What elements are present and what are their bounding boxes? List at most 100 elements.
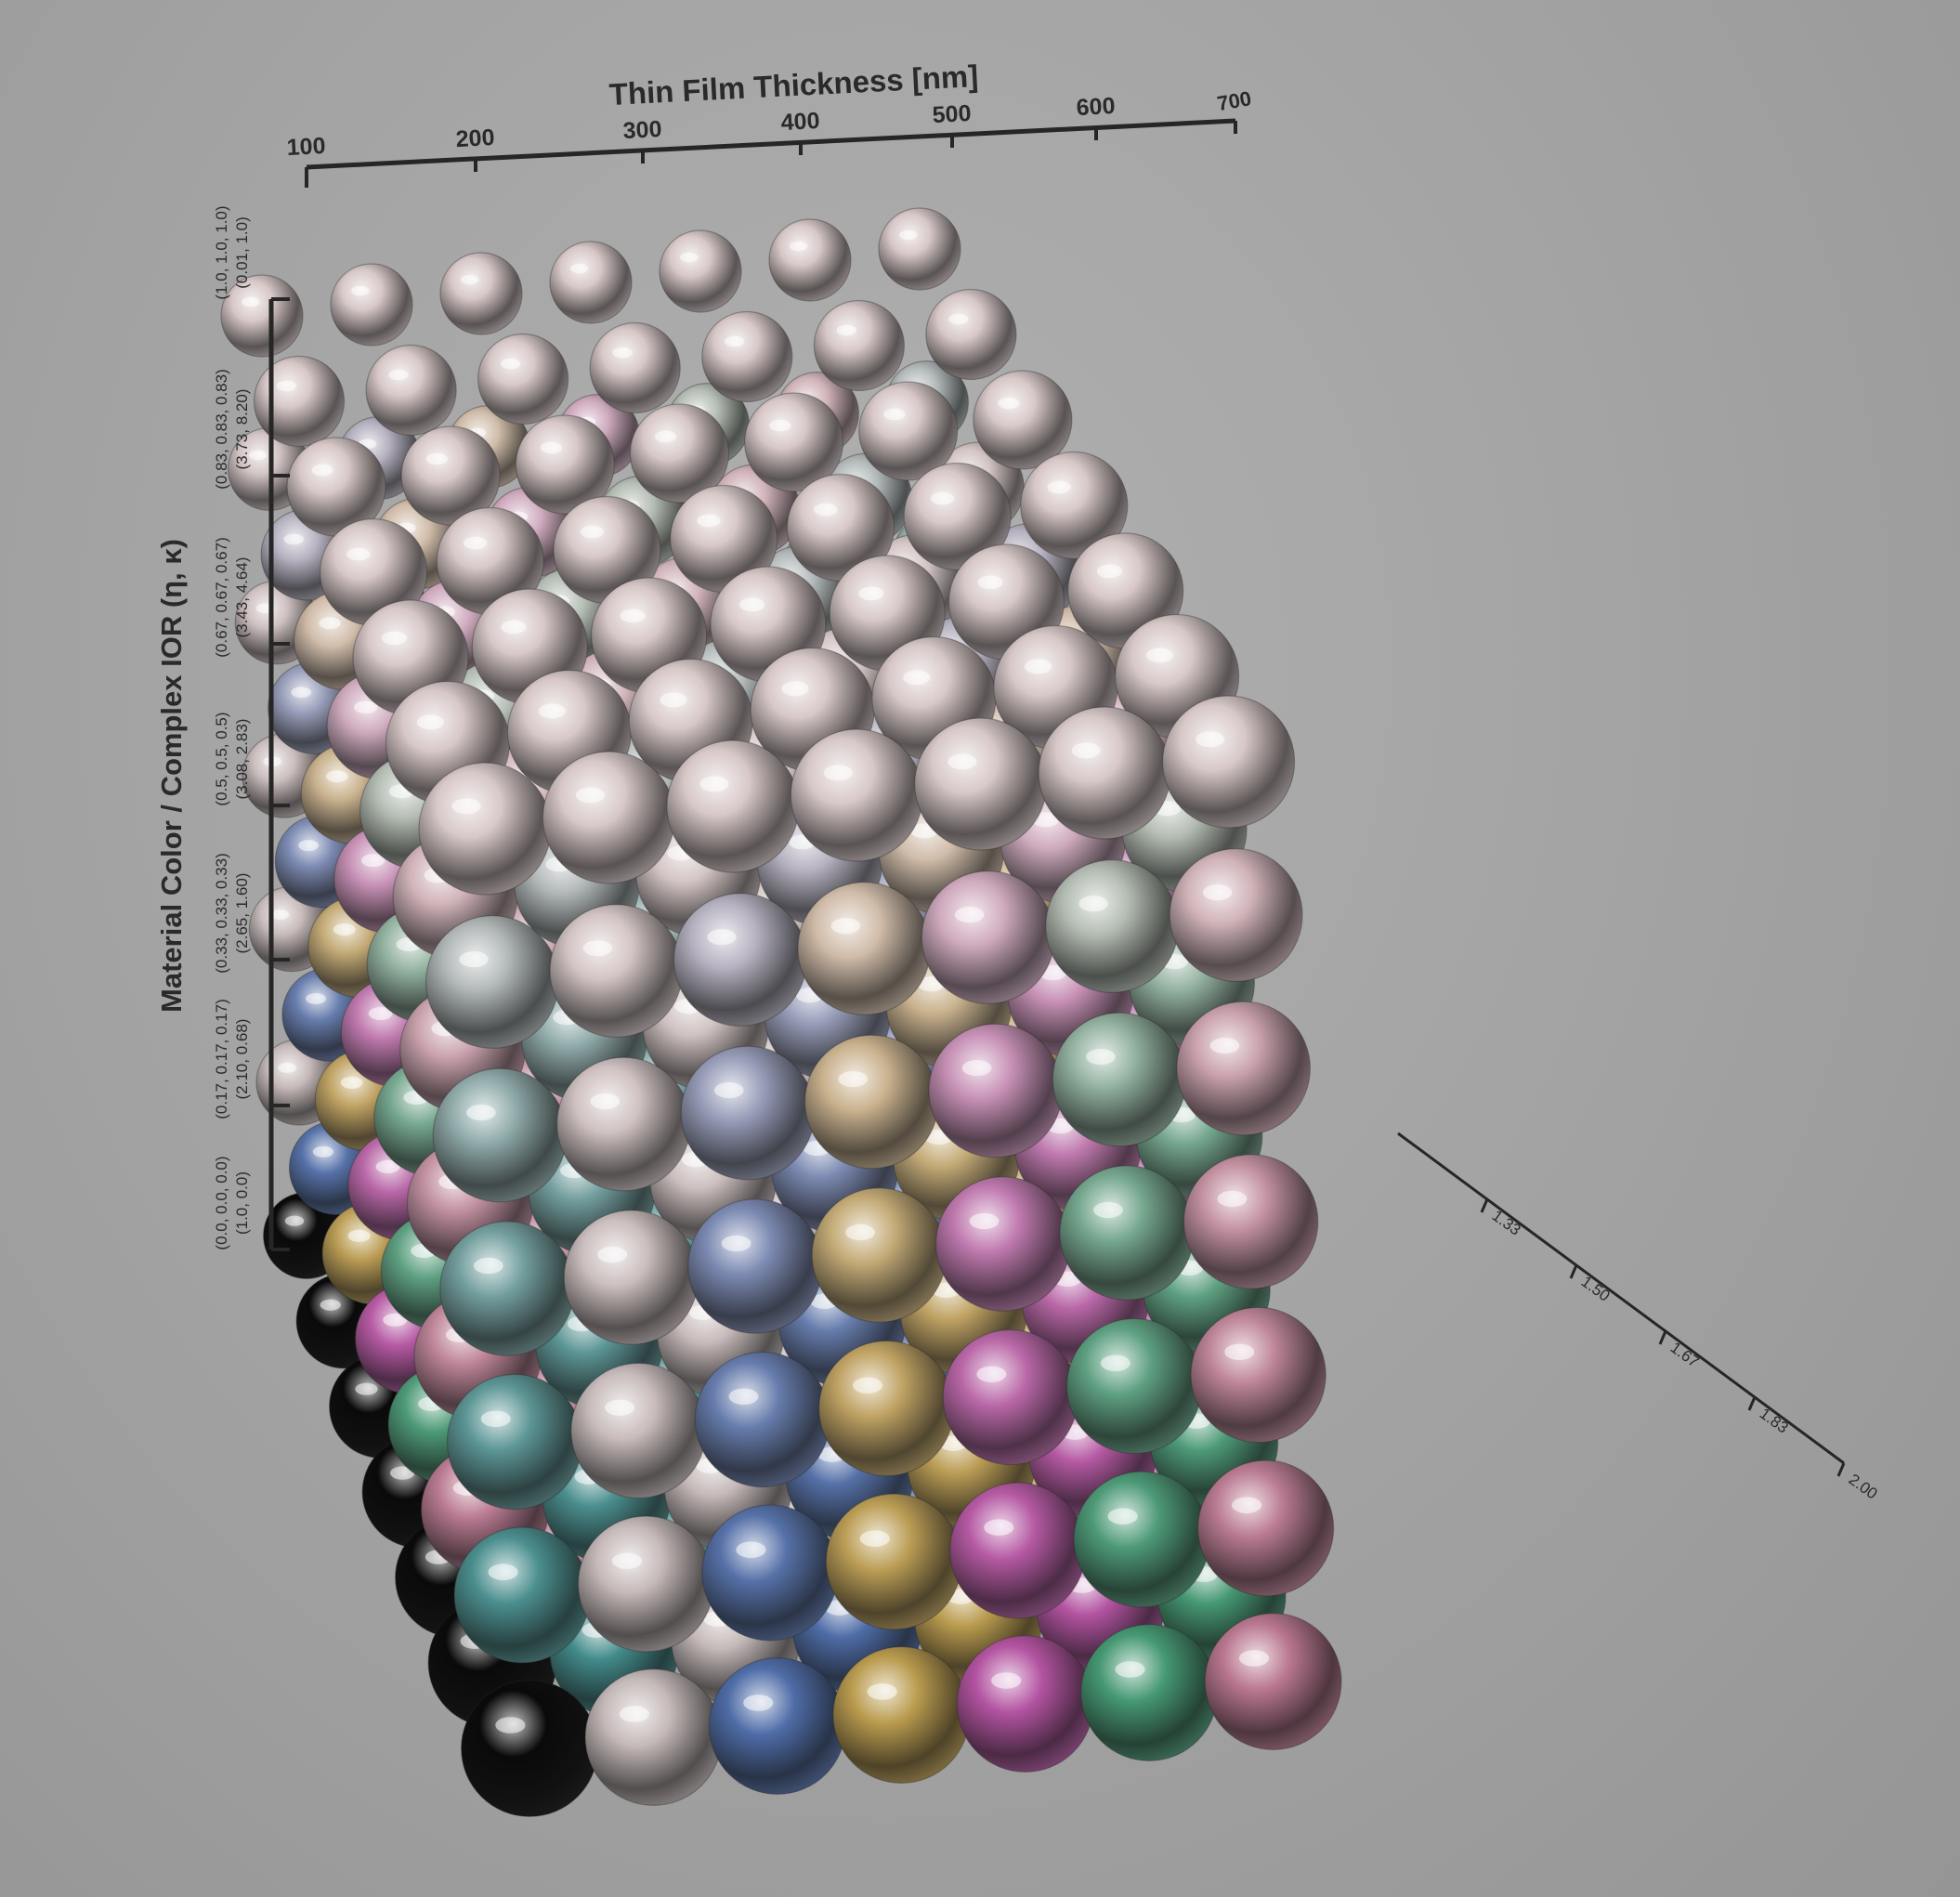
material-sphere — [804, 1034, 939, 1170]
material-sphere — [949, 1482, 1087, 1619]
sphere-highlight — [291, 687, 312, 699]
material-sphere — [956, 1634, 1094, 1773]
material-color-tick-label: (1.0, 1.0, 1.0) — [213, 205, 230, 299]
material-sphere — [942, 1328, 1078, 1466]
material-sphere — [453, 1526, 591, 1664]
sphere-highlight — [575, 787, 606, 804]
sphere-highlight — [738, 597, 765, 612]
sphere-highlight — [354, 700, 378, 714]
material-sphere — [425, 914, 560, 1049]
sphere-highlight — [368, 1007, 393, 1020]
film-ior-tick-mark — [1747, 1396, 1757, 1411]
thickness-tick-label: 100 — [286, 133, 326, 161]
material-sphere — [878, 207, 961, 291]
sphere-highlight — [451, 798, 481, 815]
sphere-highlight — [984, 1519, 1014, 1536]
sphere-highlight — [597, 1246, 628, 1263]
material-sphere — [542, 751, 676, 884]
thickness-axis: 100 200 300 400 500 600 700 Thin Film Thicknes… — [286, 59, 1253, 188]
sphere-highlight — [590, 1093, 621, 1110]
sphere-highlight — [480, 1410, 511, 1428]
sphere-highlight — [714, 1082, 744, 1099]
sphere-highlight — [654, 430, 677, 443]
material-sphere — [708, 1656, 846, 1795]
material-sphere — [577, 1515, 715, 1653]
sphere-highlight — [346, 547, 371, 561]
material-sphere — [1183, 1154, 1319, 1289]
material-sphere — [1196, 1459, 1335, 1597]
sphere-highlight — [1096, 564, 1122, 579]
sphere-highlight — [991, 1672, 1022, 1689]
sphere-highlight — [1093, 1201, 1123, 1219]
sphere-highlight — [1232, 1497, 1262, 1513]
film-ior-tick-label: 1.67 — [1667, 1339, 1703, 1371]
sphere-highlight — [736, 1541, 766, 1558]
material-sphere — [515, 414, 615, 515]
material-color-tick-label: (0.33, 0.33, 0.33) — [213, 853, 230, 973]
thickness-tick-label: 600 — [1076, 93, 1116, 121]
sphere-highlight — [351, 285, 370, 296]
sphere-highlight — [270, 909, 290, 920]
material-sphere — [921, 870, 1055, 1004]
material-sphere — [666, 739, 800, 873]
sphere-highlight — [725, 335, 745, 347]
material-sphere — [925, 288, 1017, 381]
sphere-highlight — [390, 1466, 415, 1480]
sphere-highlight — [838, 1071, 868, 1088]
material-sphere — [549, 903, 684, 1038]
sphere-highlight — [276, 380, 297, 392]
sphere-highlight — [1107, 1508, 1138, 1524]
sphere-highlight — [612, 347, 633, 359]
film-ior-tick-mark — [1569, 1264, 1578, 1279]
sphere-highlight — [769, 419, 791, 432]
sphere-highlight — [416, 714, 444, 730]
sphere-highlight — [1202, 884, 1233, 901]
material-sphere — [743, 392, 844, 492]
complex-ior-tick-label: (3.08, 2.83) — [233, 719, 251, 800]
material-sphere — [914, 717, 1048, 851]
material-sphere — [687, 1198, 823, 1334]
sphere-highlight — [948, 313, 969, 325]
material-sphere — [934, 1176, 1071, 1312]
material-sphere — [439, 1221, 575, 1356]
material-sphere — [365, 344, 457, 437]
film-ior-tick-label: 1.33 — [1489, 1207, 1524, 1239]
thickness-tick-label: 700 — [1215, 86, 1253, 115]
material-sphere — [556, 1056, 691, 1192]
sphere-highlight — [619, 1706, 650, 1722]
sphere-highlight — [425, 452, 448, 465]
material-sphere — [694, 1351, 831, 1488]
sphere-highlight — [823, 765, 854, 781]
material-sphere — [1169, 847, 1303, 982]
sphere-highlight — [580, 525, 604, 539]
complex-ior-tick-label: (2.10, 0.68) — [233, 1019, 251, 1100]
material-color-tick-label: (0.5, 0.5, 0.5) — [213, 712, 230, 805]
sphere-highlight — [867, 1683, 897, 1700]
sphere-highlight — [1145, 648, 1174, 663]
material-sphere — [1045, 858, 1180, 993]
sphere-highlight — [312, 1145, 333, 1158]
sphere-highlight — [883, 408, 906, 421]
sphere-highlight — [858, 586, 884, 601]
material-sphere — [446, 1373, 583, 1511]
film-ior-tick-label: 1.50 — [1578, 1273, 1614, 1305]
material-sphere — [477, 333, 569, 425]
sphere-highlight — [383, 1313, 408, 1327]
material-sphere — [659, 229, 742, 313]
sphere-highlight — [306, 993, 326, 1004]
film-ior-axis-line — [1397, 1132, 1845, 1465]
film-ior-tick-label: 1.83 — [1757, 1405, 1792, 1437]
material-sphere — [973, 370, 1073, 470]
sphere-highlight — [947, 753, 977, 770]
sphere-highlight — [699, 776, 729, 792]
sphere-highlight — [976, 1366, 1007, 1383]
material-sphere — [1065, 1317, 1203, 1455]
complex-ior-tick-label: (3.73, 8.20) — [233, 389, 251, 470]
thickness-tick-label: 400 — [780, 108, 820, 136]
material-sphere — [253, 355, 346, 448]
complex-ior-tick-label: (0.01, 1.0) — [233, 216, 251, 289]
material-sphere — [673, 892, 807, 1027]
sphere-highlight — [830, 918, 860, 935]
sphere-highlight — [1217, 1190, 1248, 1208]
material-sphere — [589, 321, 681, 414]
